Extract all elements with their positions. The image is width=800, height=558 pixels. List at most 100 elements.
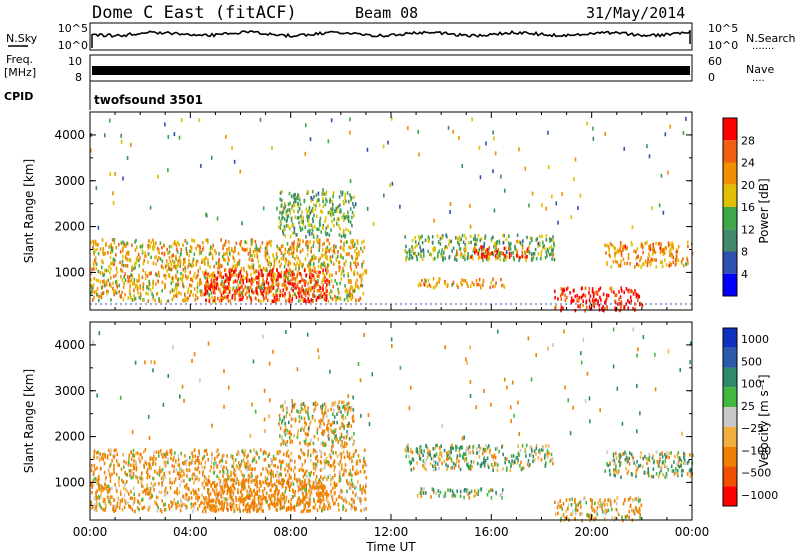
data-cell [280,482,282,486]
data-cell [222,470,224,474]
data-cell [180,253,182,257]
data-cell [327,246,329,250]
data-cell [208,475,210,479]
data-cell [310,196,312,200]
data-cell [277,466,279,470]
data-cell [405,245,407,249]
data-cell [608,294,610,298]
data-cell [586,306,588,310]
data-cell [120,499,122,503]
data-cell [132,508,134,512]
data-cell [456,250,458,254]
data-cell [274,492,276,496]
data-cell [114,238,116,242]
data-cell [269,270,271,274]
data-cell [283,257,285,261]
data-cell [299,420,301,424]
data-cell [149,245,151,249]
data-cell [676,255,678,259]
data-cell [341,440,343,444]
data-cell [225,460,227,464]
data-cell [141,481,143,485]
data-cell [192,474,194,478]
data-cell [324,486,326,490]
data-cell [589,287,591,291]
data-cell [179,256,181,260]
data-cell [341,216,343,220]
data-cell [231,296,233,300]
data-cell [499,241,501,245]
data-cell [596,292,598,296]
data-cell [229,290,231,294]
data-cell [147,244,149,248]
data-cell [330,408,332,412]
data-cell [626,262,628,266]
data-cell [174,455,176,459]
data-cell [289,485,291,489]
data-cell [188,297,190,301]
data-cell [331,200,333,204]
data-cell [309,509,311,513]
data-cell [363,260,365,264]
freq-tick-high: 10 [68,55,82,68]
data-cell [211,296,213,300]
data-cell [552,235,554,239]
data-cell [195,467,197,471]
data-cell [118,479,120,483]
data-cell [320,266,322,270]
data-cell [190,491,192,495]
data-cell [282,492,284,496]
data-cell [102,272,104,276]
data-cell [135,284,137,288]
data-cell [193,275,195,279]
data-cell [265,481,267,485]
data-cell [603,293,605,297]
data-cell [504,189,506,193]
data-cell [271,279,273,283]
data-cell [512,251,514,255]
data-cell [159,466,161,470]
data-cell [291,480,293,484]
data-cell [305,280,307,284]
data-cell [290,245,292,249]
data-cell [285,234,287,238]
data-cell [123,264,125,268]
data-cell [165,487,167,491]
data-cell [321,411,323,415]
data-cell [194,352,196,356]
data-cell [181,278,183,282]
data-cell [478,255,480,259]
data-cell [683,264,685,268]
data-cell [204,449,206,453]
data-cell [264,389,266,393]
data-cell [326,283,328,287]
data-cell [152,368,154,372]
data-cell [160,300,162,304]
data-cell [246,296,248,300]
data-cell [139,453,141,457]
data-cell [287,224,289,228]
data-cell [620,264,622,268]
data-cell [121,468,123,472]
data-cell [471,117,473,121]
data-cell [350,280,352,284]
data-cell [322,248,324,252]
data-cell [551,245,553,249]
data-cell [285,473,287,477]
data-cell [666,263,668,267]
data-cell [624,262,626,266]
data-cell [281,506,283,510]
data-cell [247,502,249,506]
data-cell [467,252,469,256]
data-cell [150,288,152,292]
data-cell [245,505,247,509]
data-cell [353,205,355,209]
data-cell [115,509,117,513]
data-cell [368,413,370,417]
data-cell [283,274,285,278]
data-cell [315,503,317,507]
data-cell [461,278,463,282]
data-cell [262,274,264,278]
data-cell [349,193,351,197]
data-cell [230,471,232,475]
